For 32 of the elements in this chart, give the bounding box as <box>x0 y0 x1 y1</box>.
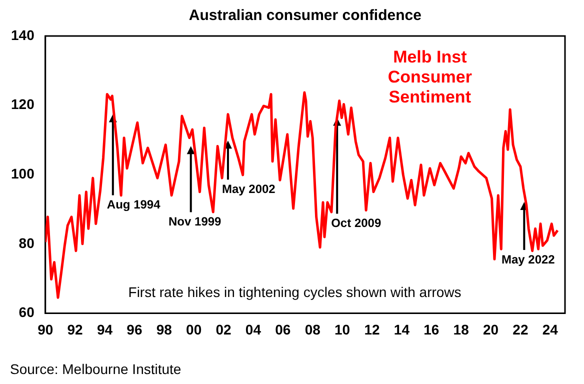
x-tick-label: 20 <box>482 321 499 338</box>
y-tick-label: 80 <box>18 234 35 251</box>
y-tick-label: 100 <box>11 165 35 182</box>
chart-title: Australian consumer confidence <box>188 7 422 24</box>
x-tick-label: 92 <box>67 321 84 338</box>
annotation: May 2002 <box>222 182 276 196</box>
y-tick-label: 120 <box>11 96 35 112</box>
x-tick-label: 06 <box>275 321 291 338</box>
annotation: Oct 2009 <box>331 216 382 230</box>
annotation: Nov 1999 <box>168 214 222 228</box>
x-tick-label: 22 <box>512 321 528 338</box>
annotation: Aug 1994 <box>106 198 161 212</box>
x-tick-label: 02 <box>216 321 232 338</box>
x-tick-label: 04 <box>245 321 262 338</box>
y-tick-label: 60 <box>18 304 35 320</box>
x-tick-label: 12 <box>364 321 380 338</box>
x-tick-label: 96 <box>126 321 142 338</box>
annotation: First rate hikes in tightening cycles shown with arrows <box>128 284 462 300</box>
x-tick-label: 14 <box>394 321 410 338</box>
x-tick-label: 98 <box>156 321 172 338</box>
annotation: May 2022 <box>501 252 556 266</box>
x-tick-label: 94 <box>96 321 113 338</box>
x-tick-label: 18 <box>453 321 470 338</box>
series-label: Melb Inst Consumer Sentiment <box>388 48 472 107</box>
x-tick-label: 10 <box>334 321 350 338</box>
source-note: Source: Melbourne Institute <box>10 360 182 377</box>
y-tick-label: 140 <box>11 26 35 43</box>
x-tick-label: 16 <box>424 321 440 338</box>
x-tick-label: 24 <box>542 321 558 338</box>
x-tick-label: 08 <box>304 321 321 338</box>
x-tick-label: 90 <box>38 321 54 338</box>
x-tick-label: 00 <box>186 321 202 338</box>
